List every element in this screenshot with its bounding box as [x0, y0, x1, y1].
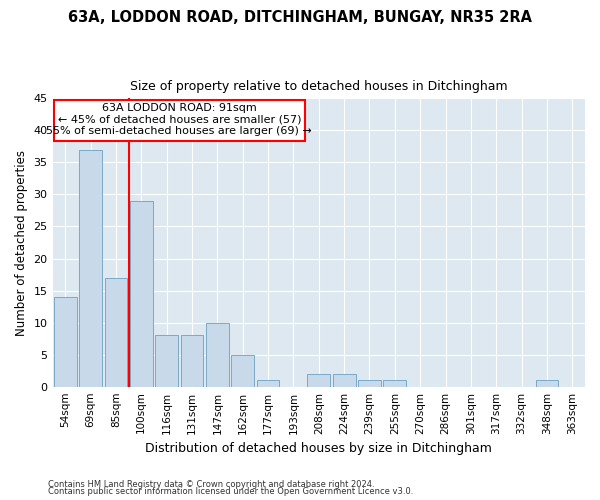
Bar: [307, 374, 330, 386]
Text: ← 45% of detached houses are smaller (57): ← 45% of detached houses are smaller (57…: [58, 114, 301, 124]
Text: 63A, LODDON ROAD, DITCHINGHAM, BUNGAY, NR35 2RA: 63A, LODDON ROAD, DITCHINGHAM, BUNGAY, N…: [68, 10, 532, 25]
Bar: [54, 297, 77, 386]
Bar: [181, 336, 203, 386]
Bar: [130, 201, 152, 386]
Text: Contains HM Land Registry data © Crown copyright and database right 2024.: Contains HM Land Registry data © Crown c…: [48, 480, 374, 489]
Text: 55% of semi-detached houses are larger (69) →: 55% of semi-detached houses are larger (…: [46, 126, 312, 136]
Bar: [155, 336, 178, 386]
Bar: [104, 278, 127, 386]
X-axis label: Distribution of detached houses by size in Ditchingham: Distribution of detached houses by size …: [145, 442, 492, 455]
Bar: [333, 374, 356, 386]
Text: 63A LODDON ROAD: 91sqm: 63A LODDON ROAD: 91sqm: [102, 103, 257, 113]
Bar: [231, 354, 254, 386]
Text: Contains public sector information licensed under the Open Government Licence v3: Contains public sector information licen…: [48, 488, 413, 496]
Bar: [206, 322, 229, 386]
Bar: [257, 380, 280, 386]
Title: Size of property relative to detached houses in Ditchingham: Size of property relative to detached ho…: [130, 80, 508, 93]
Y-axis label: Number of detached properties: Number of detached properties: [15, 150, 28, 336]
Bar: [536, 380, 559, 386]
Bar: [79, 150, 102, 386]
Bar: [383, 380, 406, 386]
FancyBboxPatch shape: [54, 100, 305, 141]
Bar: [358, 380, 381, 386]
